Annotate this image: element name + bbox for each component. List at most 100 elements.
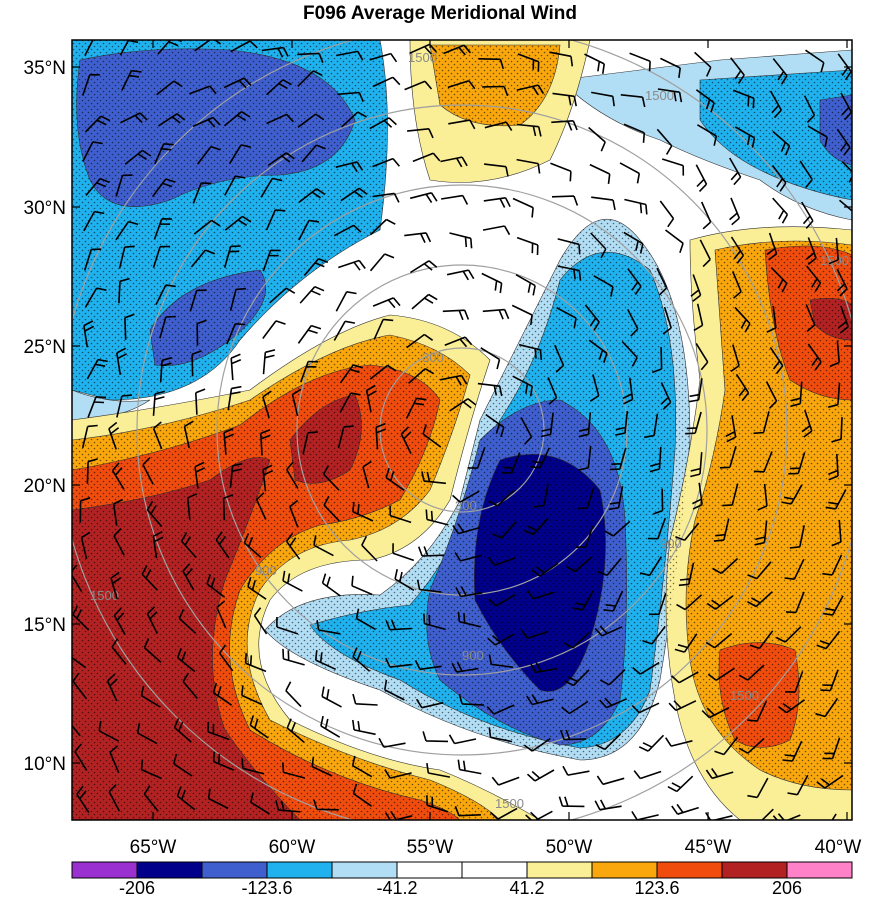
wind-barb (80, 531, 91, 560)
stipple-overlay (72, 40, 852, 820)
wind-barb (190, 249, 216, 268)
wind-barb (409, 260, 438, 274)
wind-barb (152, 421, 163, 450)
wind-barb (143, 785, 159, 812)
wind-barb (729, 157, 742, 186)
wind-barb (384, 657, 412, 668)
wind-barb (822, 737, 841, 760)
wind-barb (373, 318, 394, 340)
wind-barb (229, 287, 247, 311)
wind-barb (285, 532, 301, 560)
wind-barb (549, 51, 574, 67)
wind-barb (705, 632, 733, 649)
wind-barb (369, 117, 397, 130)
wind-barb (622, 377, 634, 405)
wind-barb (690, 452, 703, 478)
wind-barb (707, 667, 735, 681)
wind-barb (72, 672, 88, 700)
wind-barb (302, 431, 318, 455)
wind-barb (159, 356, 173, 383)
wind-barb (267, 152, 295, 167)
lat-label: 15°N (24, 615, 66, 636)
colorbar-box (201, 861, 268, 879)
wind-barb (385, 467, 405, 491)
wind-barb (552, 92, 577, 107)
wind-barb (488, 654, 514, 669)
colorbar-box (461, 861, 528, 879)
wind-barb (620, 94, 646, 108)
wind-barb (193, 219, 221, 235)
wind-barb (566, 556, 593, 573)
wind-barb (525, 810, 553, 820)
wind-barb (182, 672, 198, 700)
wind-barb (151, 178, 176, 198)
wind-barb (143, 638, 162, 663)
wind-barb (87, 396, 107, 418)
colorbar-box (71, 861, 138, 879)
ring-label: 300 (422, 350, 444, 365)
lon-label: 60°W (269, 837, 316, 858)
wind-barb (772, 197, 789, 224)
wind-barb (275, 800, 301, 813)
wind-barb (404, 80, 433, 91)
wind-barb (719, 445, 737, 469)
wind-barb (446, 269, 475, 281)
wind-barb (449, 398, 477, 412)
wind-barb (116, 394, 132, 418)
wind-barb (651, 346, 663, 374)
ring-label: 1500 (645, 88, 674, 103)
wind-barb (657, 88, 683, 103)
wind-barb (155, 284, 176, 306)
wind-barb (121, 69, 142, 91)
wind-barb (458, 694, 485, 706)
wind-barb (300, 360, 319, 383)
wind-barb (829, 340, 840, 368)
wind-barb (725, 415, 737, 443)
wind-barb (695, 89, 715, 113)
wind-barb (228, 144, 251, 165)
wind-barb (389, 505, 412, 524)
wind-barb (159, 315, 176, 339)
wind-barb (265, 209, 286, 231)
wind-barb (222, 494, 234, 521)
wind-barb (335, 161, 364, 173)
lat-label: 30°N (24, 198, 66, 219)
wind-barb (556, 306, 577, 329)
wind-barb (526, 589, 555, 600)
wind-barb (297, 70, 323, 87)
wind-barb (738, 737, 765, 754)
wind-barb (392, 543, 415, 562)
wind-barb (771, 165, 787, 192)
wind-barb (207, 721, 230, 741)
wind-barb (311, 756, 333, 777)
wind-barb (282, 762, 306, 779)
wind-barb (523, 737, 551, 752)
wind-barb (85, 177, 110, 196)
wind-barb (422, 424, 442, 448)
wind-barb (590, 232, 607, 259)
wind-barb (247, 576, 267, 600)
wind-barb (375, 422, 386, 450)
wind-barb (603, 590, 624, 612)
colorbar-box (396, 861, 463, 879)
wind-barb (831, 519, 842, 547)
wind-barb (425, 509, 449, 526)
wind-barb (407, 128, 434, 139)
wind-barb (596, 775, 625, 786)
wind-barb (512, 375, 533, 397)
wind-barb (685, 411, 702, 435)
wind-barb (488, 594, 516, 607)
wind-barb (180, 532, 197, 559)
wind-barb (82, 141, 103, 162)
wind-barb (355, 608, 376, 631)
wind-barb (713, 518, 730, 542)
wind-barb (146, 500, 163, 528)
wind-barb (749, 630, 774, 650)
wind-barb (577, 486, 595, 510)
wind-barb (788, 452, 806, 475)
wind-barb (98, 720, 119, 742)
wind-barb (591, 196, 616, 211)
wind-barb (378, 737, 406, 748)
wind-barb (352, 693, 378, 706)
wind-barb (108, 421, 120, 450)
